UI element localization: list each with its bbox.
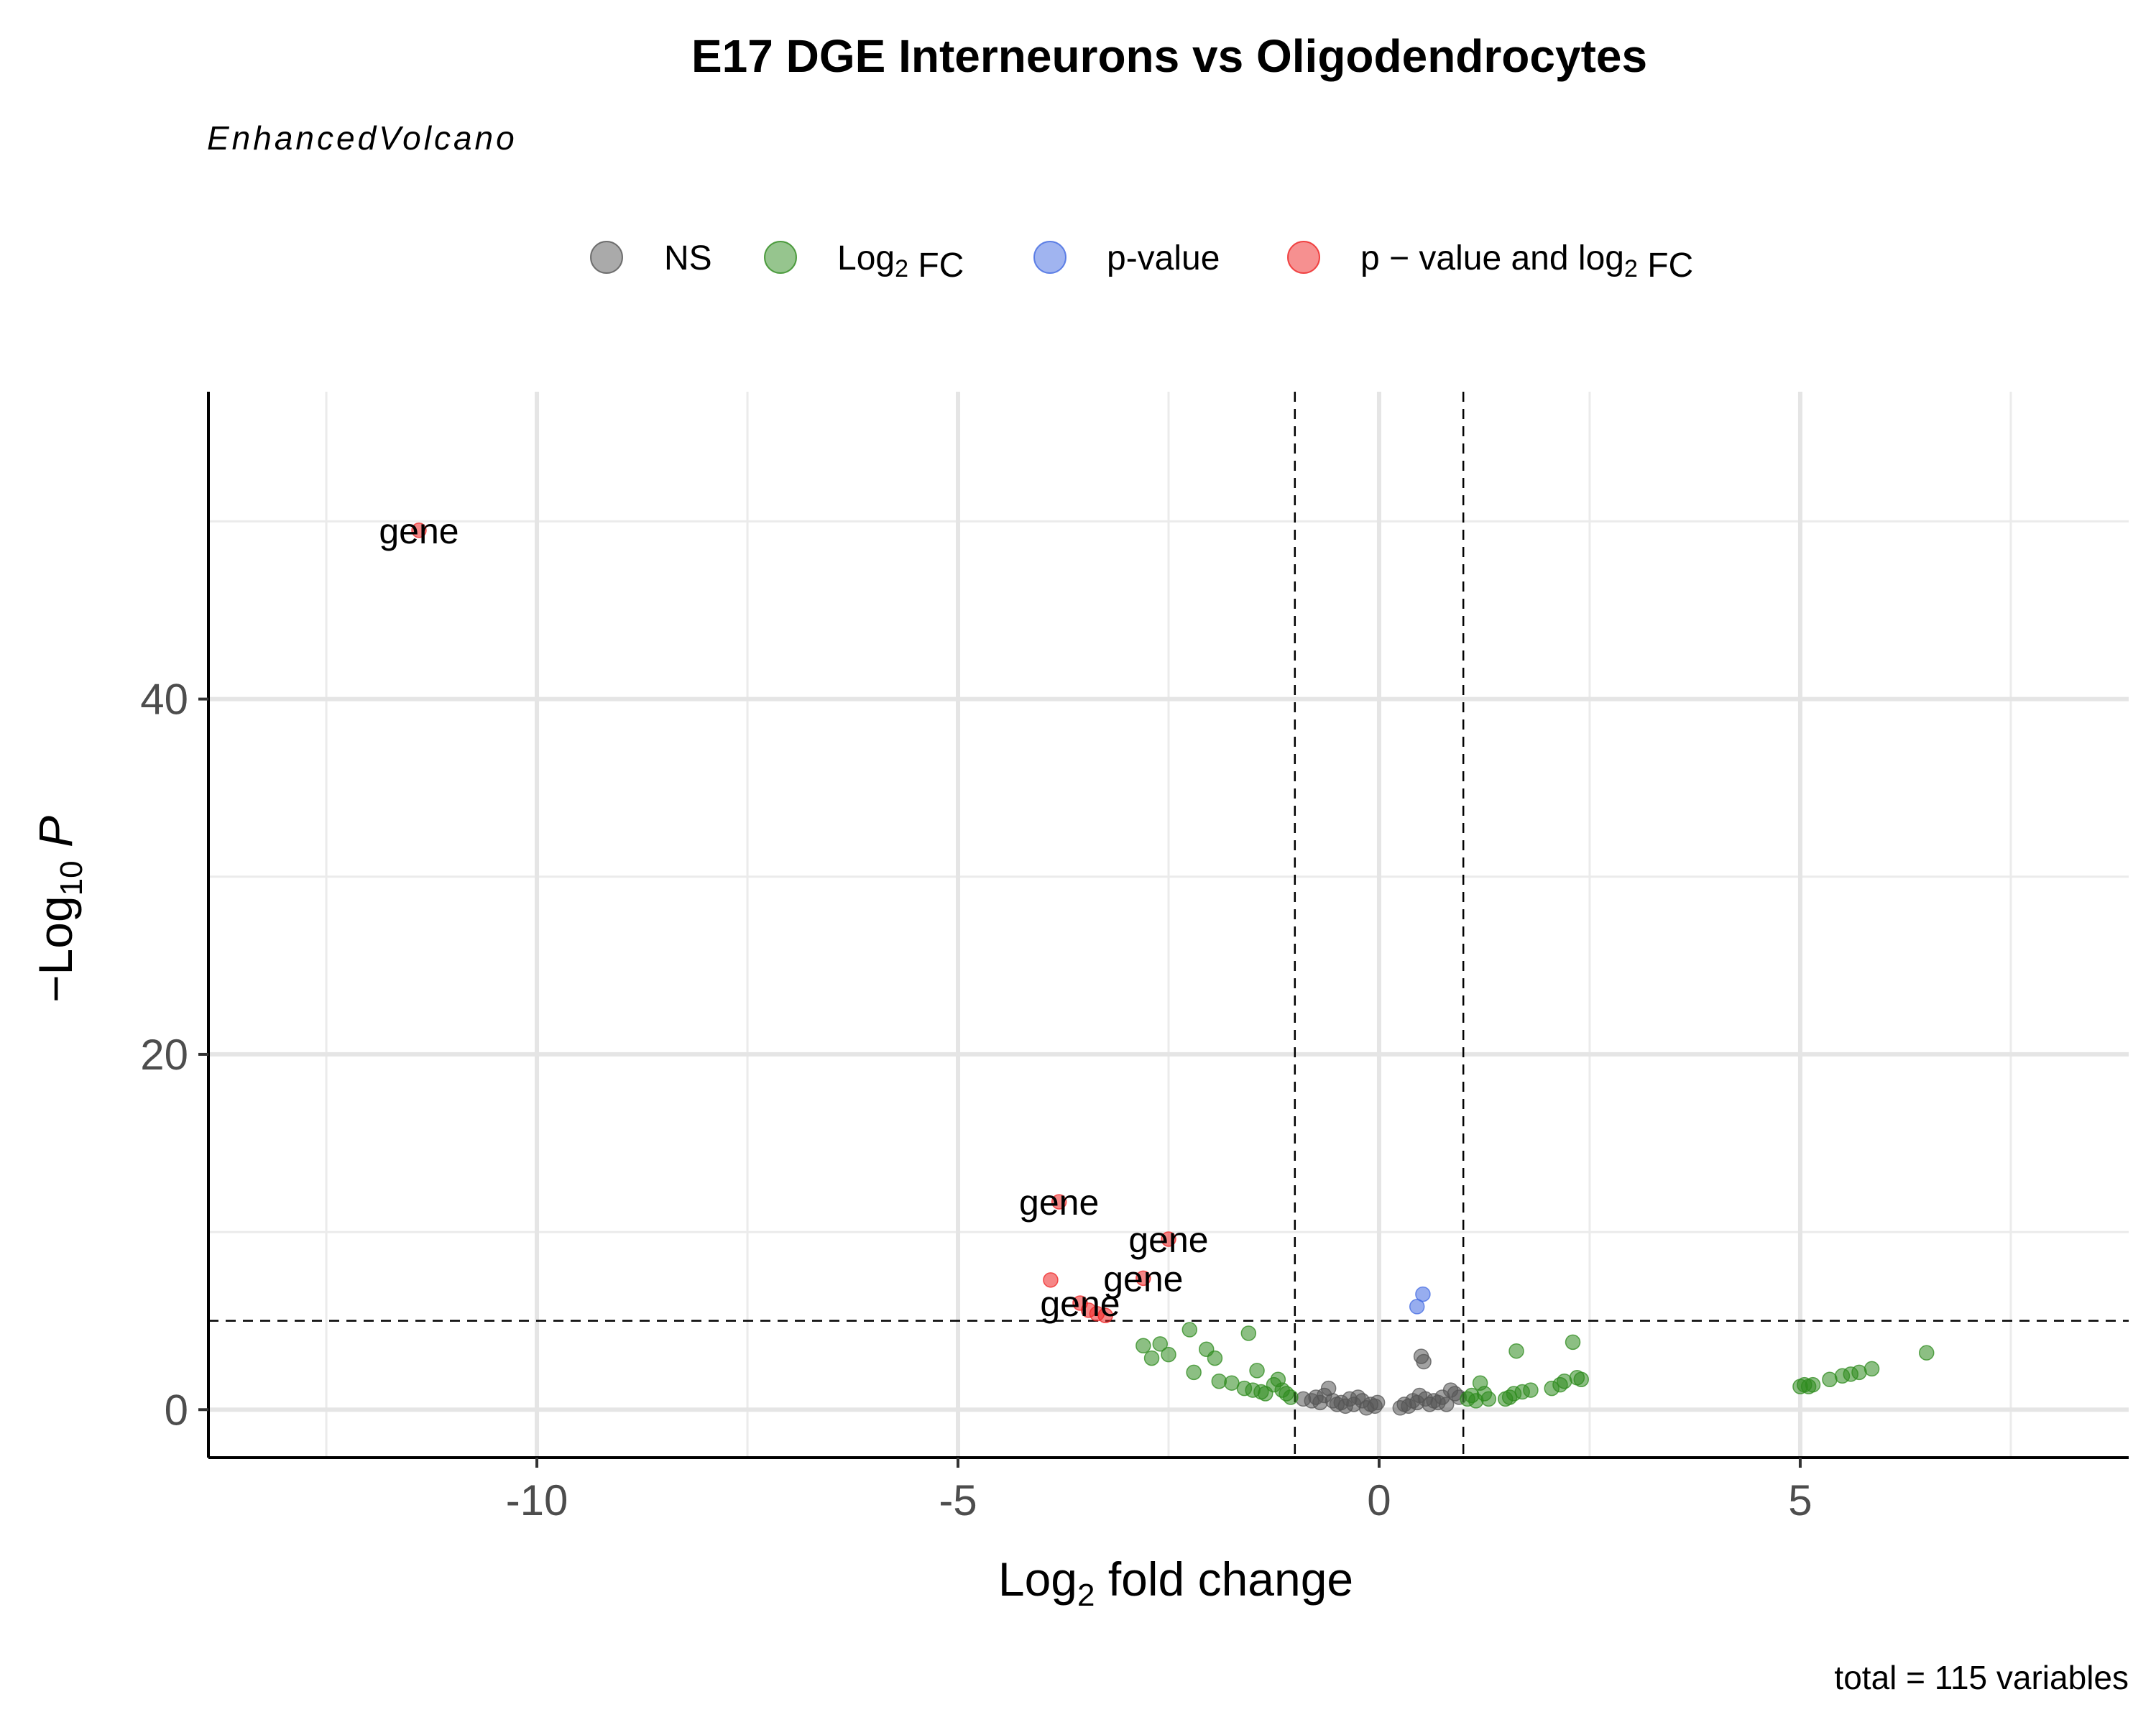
point-p-value bbox=[1415, 1286, 1431, 1302]
y-tick-label: 0 bbox=[165, 1386, 188, 1434]
point-log2-fc bbox=[1143, 1350, 1160, 1366]
point-log2-fc bbox=[1851, 1364, 1867, 1381]
point-log2-fc bbox=[1918, 1345, 1935, 1361]
x-tick-label: -10 bbox=[506, 1476, 568, 1524]
legend: NS Log2 FC p-value p − value and log2 FC bbox=[590, 239, 1693, 285]
cutoff-lines bbox=[208, 392, 2129, 1458]
point-log2-fc bbox=[1864, 1361, 1880, 1377]
point-ns bbox=[1369, 1394, 1386, 1411]
point-log2-fc bbox=[1573, 1371, 1589, 1387]
legend-key-pfc bbox=[1287, 241, 1320, 274]
point-p-value-and-log2-fc bbox=[1135, 1270, 1151, 1287]
point-log2-fc bbox=[1211, 1373, 1227, 1389]
point-log2-fc bbox=[1565, 1334, 1581, 1351]
x-tick-label: 0 bbox=[1367, 1476, 1391, 1524]
point-p-value-and-log2-fc bbox=[1051, 1194, 1067, 1210]
gene-label: gene bbox=[379, 511, 459, 551]
point-log2-fc bbox=[1161, 1346, 1176, 1363]
point-log2-fc bbox=[1283, 1389, 1299, 1405]
point-log2-fc bbox=[1240, 1325, 1257, 1341]
point-p-value-and-log2-fc bbox=[1161, 1231, 1176, 1247]
point-p-value-and-log2-fc bbox=[1097, 1307, 1113, 1324]
point-log2-fc bbox=[1152, 1336, 1169, 1352]
x-axis-title: Log2 fold change bbox=[998, 1552, 1353, 1613]
gene-label: gene bbox=[1128, 1220, 1208, 1260]
point-log2-fc bbox=[1135, 1338, 1151, 1354]
data-points bbox=[411, 523, 1935, 1416]
legend-label-p: p-value bbox=[1107, 239, 1220, 277]
legend-key-fc bbox=[764, 241, 797, 274]
gene-label: gene bbox=[1040, 1284, 1120, 1324]
point-p-value-and-log2-fc bbox=[1043, 1272, 1059, 1288]
point-ns bbox=[1416, 1353, 1432, 1370]
point-log2-fc bbox=[1480, 1391, 1497, 1407]
point-p-value bbox=[1409, 1299, 1425, 1315]
point-ns bbox=[1438, 1397, 1455, 1412]
y-axis-title: −Log10 P bbox=[29, 816, 89, 1003]
y-tick-label: 40 bbox=[140, 676, 188, 724]
legend-key-ns bbox=[590, 241, 623, 274]
point-log2-fc bbox=[1207, 1350, 1223, 1366]
x-tick-label: -5 bbox=[939, 1476, 977, 1524]
point-p-value-and-log2-fc bbox=[411, 523, 427, 538]
legend-key-p bbox=[1033, 241, 1067, 274]
gene-label: gene bbox=[1019, 1182, 1099, 1223]
y-tick-label: 20 bbox=[140, 1031, 188, 1079]
point-log2-fc bbox=[1181, 1322, 1198, 1338]
point-log2-fc bbox=[1822, 1371, 1838, 1387]
chart-title: E17 DGE Interneurons vs Oligodendrocytes bbox=[691, 30, 1647, 82]
legend-label-fc: Log2 FC bbox=[837, 239, 964, 285]
chart-caption: total = 115 variables bbox=[1834, 1659, 2129, 1696]
legend-label-ns: NS bbox=[664, 239, 712, 277]
chart-subtitle: EnhancedVolcano bbox=[207, 119, 517, 157]
axes: -10 -5 0 5 0 20 40 bbox=[140, 392, 2129, 1524]
legend-label-pfc: p − value and log2 FC bbox=[1360, 239, 1693, 285]
gene-label: gene bbox=[1103, 1259, 1183, 1299]
point-log2-fc bbox=[1523, 1382, 1539, 1398]
point-log2-fc bbox=[1557, 1373, 1572, 1389]
point-log2-fc bbox=[1249, 1363, 1265, 1379]
x-tick-label: 5 bbox=[1788, 1476, 1812, 1524]
point-log2-fc bbox=[1186, 1364, 1202, 1381]
point-log2-fc bbox=[1508, 1343, 1524, 1359]
point-log2-fc bbox=[1805, 1376, 1821, 1393]
